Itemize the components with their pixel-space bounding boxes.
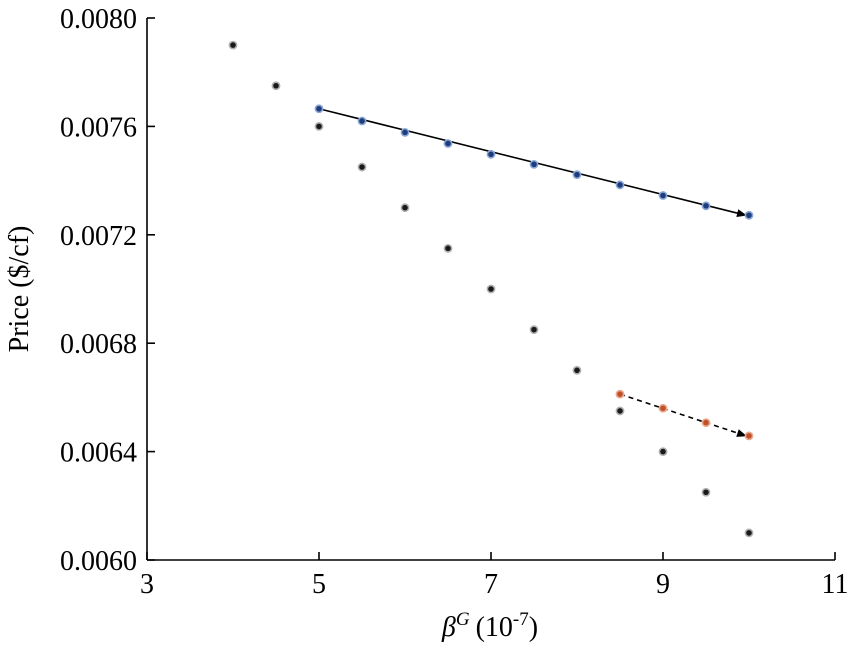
y-tick-label: 0.0068 <box>60 329 137 360</box>
series-2-point <box>701 418 711 428</box>
series-0-point <box>572 365 582 375</box>
series-1-point <box>486 149 496 159</box>
x-axis-title: βG (10-7) <box>441 609 538 643</box>
series-0-point <box>615 406 625 416</box>
y-axis-title: Price ($/cf) <box>4 226 35 353</box>
series-0-point <box>271 81 281 91</box>
y-tick-label: 0.0060 <box>60 546 137 577</box>
series-0-point <box>486 284 496 294</box>
series-2-point <box>615 389 625 399</box>
y-tick-label: 0.0080 <box>60 4 137 35</box>
y-tick-label: 0.0072 <box>60 221 137 252</box>
x-tick-label: 11 <box>822 569 849 600</box>
x-axis-superscript: G <box>456 609 470 630</box>
series-0-point <box>443 243 453 253</box>
series-lines <box>318 108 747 437</box>
series-1-point <box>701 201 711 211</box>
x-axis-unit: (10 <box>476 612 513 643</box>
series-0-point <box>701 487 711 497</box>
x-axis-unit-exponent: -7 <box>513 609 529 630</box>
series-1-point <box>529 159 539 169</box>
series-0-point <box>357 162 367 172</box>
x-tick-label: 5 <box>312 569 326 600</box>
series-0-point <box>228 40 238 50</box>
series-1-point <box>400 127 410 137</box>
series-1-point <box>615 180 625 190</box>
series-1-point <box>658 191 668 200</box>
series-2-trend-line <box>619 393 747 437</box>
series-1-point <box>744 210 754 220</box>
series-0-point <box>529 325 539 335</box>
x-tick-label: 7 <box>484 569 498 600</box>
series-0-point <box>400 203 410 213</box>
tick-group: 3 5 7 9 11 0.0060 0.0064 0.0068 0.0072 0.0076 0.00… <box>60 4 848 600</box>
x-axis-symbol: β <box>441 612 456 643</box>
series-2-point <box>744 431 754 441</box>
series-1-point <box>357 116 367 126</box>
x-axis-unit-close: ) <box>529 612 538 643</box>
series-2-point <box>658 403 668 413</box>
x-tick-label: 3 <box>140 569 154 600</box>
y-tick-label: 0.0076 <box>60 112 137 143</box>
series-0-point <box>658 447 668 456</box>
series-1-point <box>443 139 453 148</box>
data-points <box>228 40 754 538</box>
series-0-point <box>314 122 324 131</box>
series-1-point <box>572 170 582 180</box>
x-tick-label: 9 <box>656 569 670 600</box>
series-0-point <box>744 528 754 538</box>
series-1-point <box>314 104 324 114</box>
y-tick-label: 0.0064 <box>60 438 137 469</box>
